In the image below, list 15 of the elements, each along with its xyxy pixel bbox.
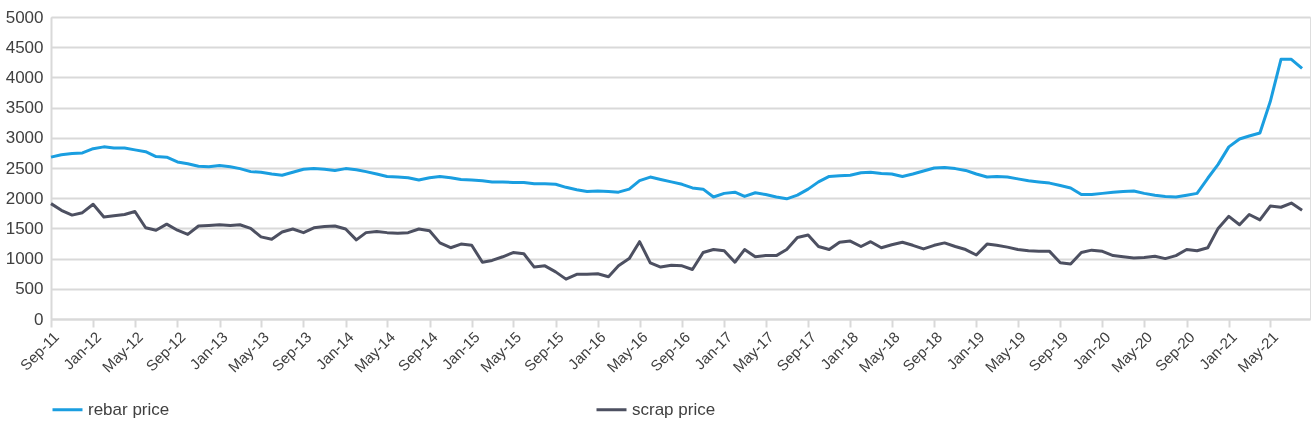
y-tick-label: 500 <box>15 279 44 299</box>
y-tick-label: 2500 <box>5 158 44 178</box>
line-series <box>49 201 1304 281</box>
legend-label: rebar price <box>88 399 170 419</box>
y-tick-label: 1000 <box>5 249 44 269</box>
y-tick-label: 2000 <box>5 188 44 208</box>
y-tick-label: 3500 <box>5 98 44 118</box>
line-series <box>49 57 1304 201</box>
y-tick-label: 4500 <box>5 37 44 57</box>
y-tick-label: 3000 <box>5 128 44 148</box>
y-tick-label: 5000 <box>5 7 44 27</box>
y-tick-label: 4000 <box>5 67 44 87</box>
y-tick-label: 1500 <box>5 218 44 238</box>
y-tick-label: 0 <box>34 309 44 329</box>
legend-label: scrap price <box>632 399 716 419</box>
